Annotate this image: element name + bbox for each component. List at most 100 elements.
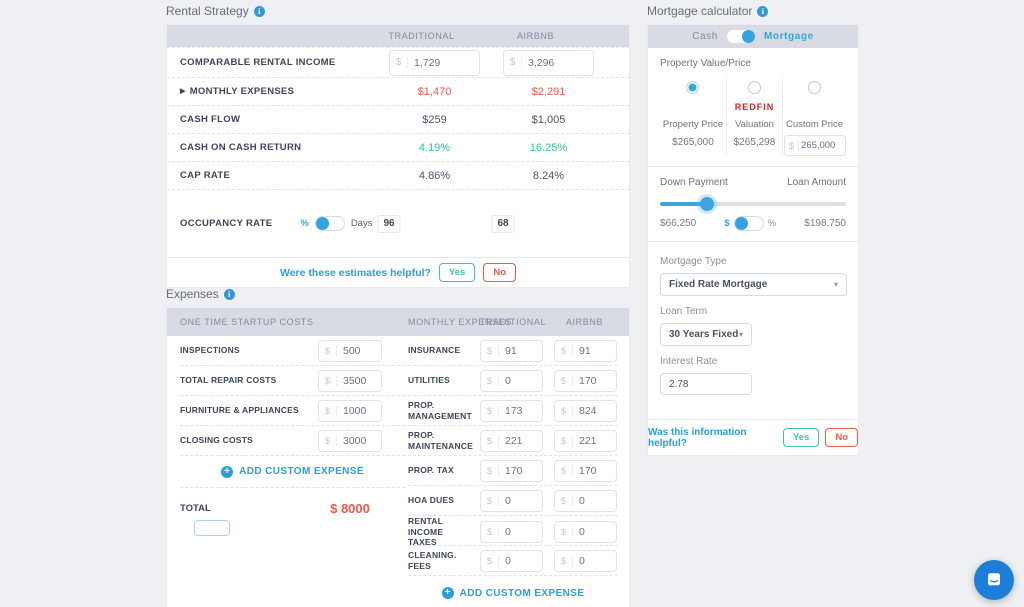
rental-table-header: TRADITIONAL AIRBNB — [167, 25, 629, 47]
monthly-row: CLEANING. FEES $ $ — [408, 546, 618, 576]
cleaning-fees-traditional-input[interactable] — [499, 554, 542, 567]
startup-row: INSPECTIONS $ — [180, 336, 405, 366]
repair-costs-input[interactable] — [337, 374, 381, 387]
cash-flow-traditional: $259 — [422, 113, 447, 126]
startup-row: CLOSING COSTS $ — [180, 426, 405, 456]
prop-maintenance-label: PROP. MAINTENANCE — [408, 429, 474, 451]
dollar-icon: $ — [319, 375, 337, 386]
dollar-icon: $ — [481, 555, 499, 566]
chat-launcher-button[interactable] — [974, 560, 1014, 600]
monthly-col-traditional: TRADITIONAL — [480, 317, 547, 327]
info-icon[interactable]: i — [757, 5, 769, 17]
occupancy-unit-toggle[interactable] — [314, 216, 345, 231]
add-custom-expense-monthly[interactable]: + ADD CUSTOM EXPENSE — [408, 576, 618, 607]
monthly-row: UTILITIES $ $ — [408, 366, 618, 396]
monthly-row: HOA DUES $ $ — [408, 486, 618, 516]
cash-mortgage-toggle[interactable] — [725, 29, 756, 44]
partial-button[interactable] — [194, 520, 230, 536]
income-traditional-input[interactable] — [408, 56, 479, 69]
monthly-expenses-column: INSURANCE $ $ UTILITIES $ $ PROP. MANAGE… — [408, 336, 618, 607]
occupancy-label: OCCUPANCY RATE — [180, 218, 273, 229]
rental-feedback-no-button[interactable]: No — [483, 263, 516, 282]
interest-rate-input[interactable] — [660, 373, 752, 395]
monthly-row: PROP. TAX $ $ — [408, 456, 618, 486]
cleaning-fees-airbnb-input[interactable] — [573, 554, 616, 567]
prop-maintenance-traditional-input[interactable] — [499, 434, 542, 447]
plus-icon: + — [221, 465, 234, 478]
dollar-percent-toggle[interactable] — [733, 216, 764, 231]
utilities-traditional-input[interactable] — [499, 374, 542, 387]
monthly-row: RENTAL INCOME TAXES $ $ — [408, 516, 618, 547]
col-traditional: TRADITIONAL — [388, 31, 455, 41]
mortgage-calculator-panel: Mortgage calculator i Cash Mortgage Prop… — [647, 2, 859, 456]
mortgage-feedback-no-button[interactable]: No — [825, 428, 858, 447]
cap-rate-traditional: 4.86% — [418, 169, 451, 182]
row-monthly-expenses[interactable]: ▶ MONTHLY EXPENSES $1,470 $2,291 — [167, 77, 629, 105]
hoa-dues-airbnb-input[interactable] — [573, 494, 616, 507]
radio-selected-icon[interactable] — [686, 81, 700, 94]
redfin-valuation-option[interactable]: REDFIN Valuation $265,298 — [727, 75, 783, 156]
occupancy-airbnb-value[interactable]: 68 — [491, 214, 515, 233]
monthly-expenses-traditional: $1,470 — [417, 85, 452, 98]
prop-maintenance-airbnb-input[interactable] — [573, 434, 616, 447]
dollar-icon: $ — [481, 375, 499, 386]
add-custom-expense-startup[interactable]: + ADD CUSTOM EXPENSE — [180, 456, 405, 488]
utilities-airbnb-input[interactable] — [573, 374, 616, 387]
income-traditional-input-wrap: $ — [389, 49, 480, 76]
prop-management-traditional-input[interactable] — [499, 404, 542, 417]
property-value-section: Property Value/Price Property Price $265… — [648, 48, 858, 166]
add-custom-expense-label: ADD CUSTOM EXPENSE — [239, 466, 364, 477]
radio-icon[interactable] — [747, 81, 761, 94]
monthly-expenses-label: MONTHLY EXPENSES — [189, 86, 295, 97]
expand-arrow-icon[interactable]: ▶ — [180, 88, 186, 95]
dollar-icon: $ — [555, 495, 573, 506]
custom-price-input[interactable] — [799, 140, 845, 151]
prop-management-airbnb-input[interactable] — [573, 404, 616, 417]
rental-income-taxes-traditional-input[interactable] — [499, 525, 542, 538]
property-value-label: Property Value/Price — [660, 58, 751, 69]
closing-costs-input[interactable] — [337, 434, 381, 447]
insurance-label: INSURANCE — [408, 345, 461, 356]
mortgage-feedback-yes-button[interactable]: Yes — [782, 428, 820, 447]
rental-feedback-yes-button[interactable]: Yes — [438, 263, 476, 282]
monthly-expenses-header: MONTHLY EXPENSES — [408, 317, 512, 327]
prop-tax-label: PROP. TAX — [408, 465, 454, 476]
radio-icon[interactable] — [808, 81, 821, 94]
mortgage-feedback-row: Was this information helpful? Yes No — [648, 419, 858, 455]
row-cap-rate: CAP RATE 4.86% 8.24% — [167, 161, 629, 189]
prop-management-label: PROP. MANAGEMENT — [408, 399, 472, 421]
loan-term-value: 30 Years Fixed — [669, 329, 739, 340]
down-payment-slider[interactable] — [660, 197, 846, 211]
custom-price-option[interactable]: Custom Price $ — [783, 75, 846, 156]
prop-tax-traditional-input[interactable] — [499, 464, 542, 477]
occupancy-traditional-value[interactable]: 96 — [377, 214, 401, 233]
loan-term-select[interactable]: 30 Years Fixed ▾ — [660, 323, 752, 346]
inspections-input[interactable] — [337, 344, 381, 357]
custom-price-name: Custom Price — [785, 119, 843, 130]
interest-rate-label: Interest Rate — [660, 356, 718, 367]
slider-knob[interactable] — [699, 197, 714, 211]
dollar-icon: $ — [555, 345, 573, 356]
info-icon[interactable]: i — [253, 5, 265, 17]
prop-tax-airbnb-input[interactable] — [573, 464, 616, 477]
row-comparable-rental-income: COMPARABLE RENTAL INCOME $ $ — [167, 47, 629, 77]
hoa-dues-traditional-input[interactable] — [499, 494, 542, 507]
property-price-name: Property Price — [662, 119, 724, 130]
insurance-traditional-input[interactable] — [499, 344, 542, 357]
rental-income-taxes-airbnb-input[interactable] — [573, 525, 616, 538]
property-price-option[interactable]: Property Price $265,000 — [660, 75, 727, 156]
col-airbnb: AIRBNB — [516, 31, 555, 41]
down-payment-label: Down Payment — [660, 177, 728, 188]
insurance-airbnb-input[interactable] — [573, 344, 616, 357]
loan-term-label: Loan Term — [660, 306, 708, 317]
rental-strategy-panel: Rental Strategy i TRADITIONAL AIRBNB COM… — [166, 2, 630, 288]
furniture-input[interactable] — [337, 404, 381, 417]
mortgage-type-select[interactable]: Fixed Rate Mortgage ▾ — [660, 273, 847, 296]
startup-row: FURNITURE & APPLIANCES $ — [180, 396, 405, 426]
income-airbnb-input[interactable] — [522, 56, 593, 69]
row-cash-on-cash: CASH ON CASH RETURN 4.19% 16.25% — [167, 133, 629, 161]
cash-on-cash-airbnb: 16.25% — [529, 141, 568, 154]
startup-row: TOTAL REPAIR COSTS $ — [180, 366, 405, 396]
mortgage-card: Cash Mortgage Property Value/Price Prope… — [647, 24, 859, 456]
info-icon[interactable]: i — [223, 288, 235, 300]
